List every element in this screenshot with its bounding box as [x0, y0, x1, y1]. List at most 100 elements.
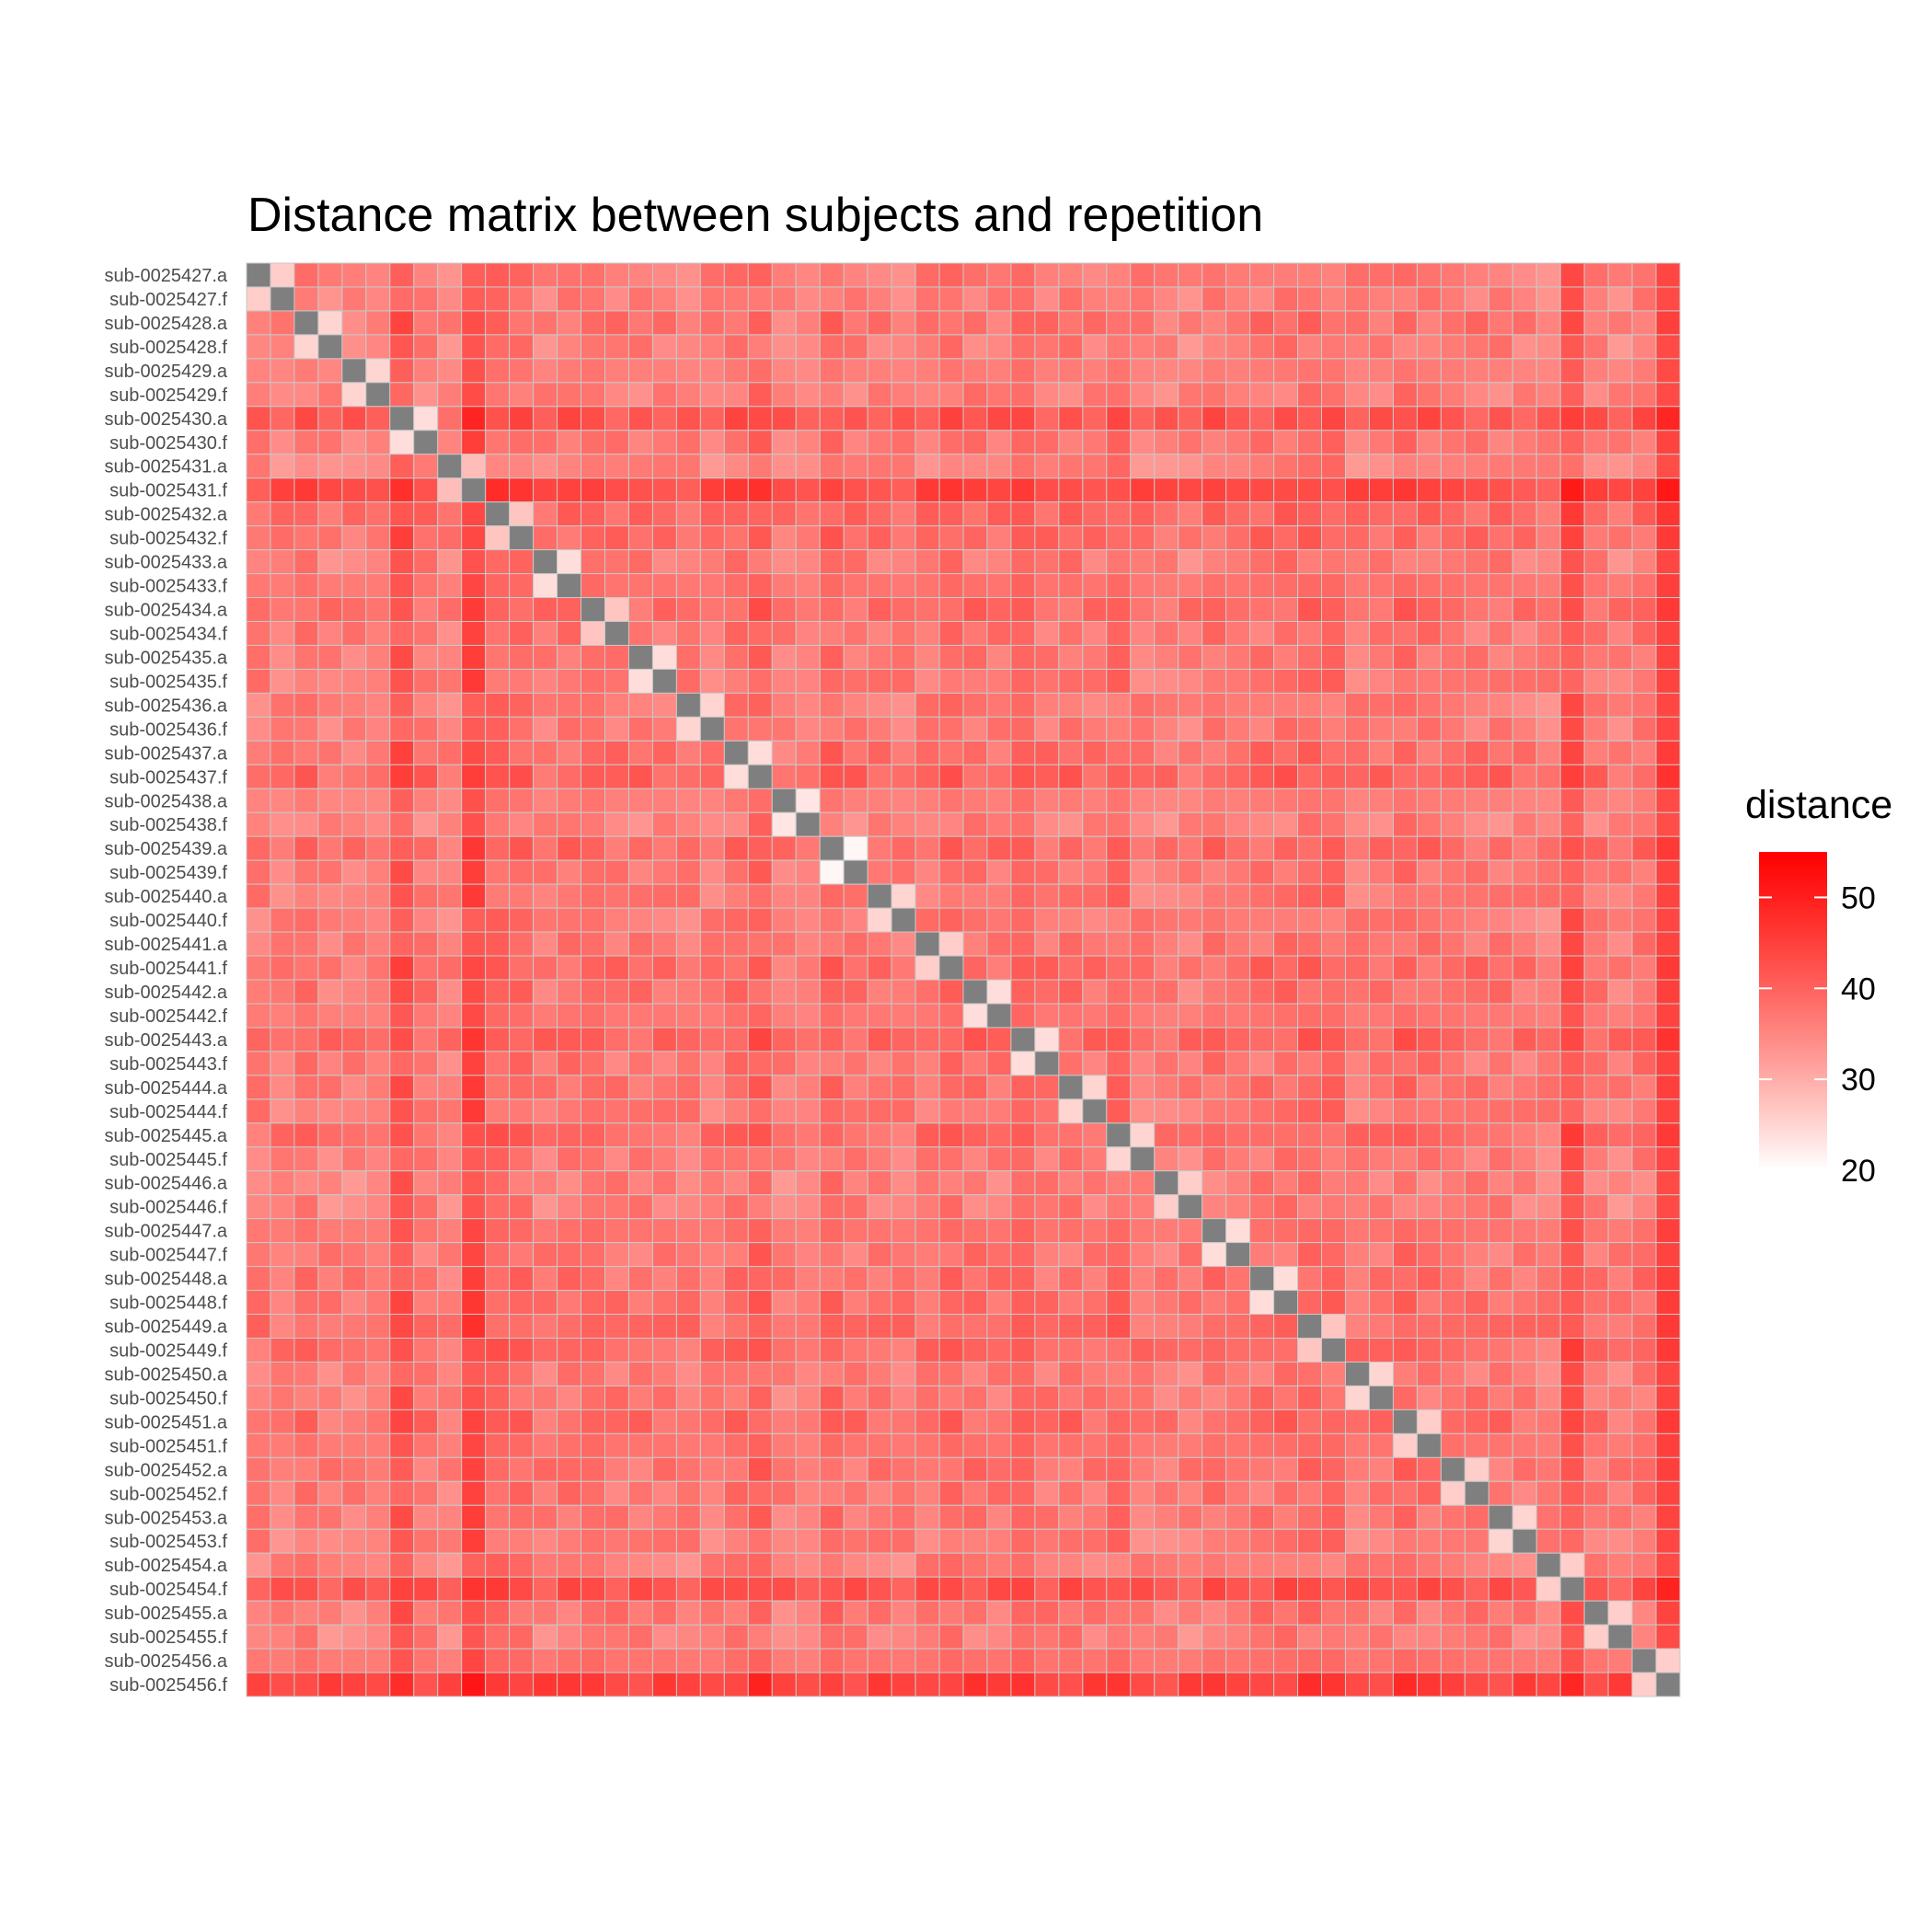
heatmap-cell: [1082, 382, 1108, 408]
heatmap-cell: [1202, 859, 1227, 885]
heatmap-cell: [1655, 764, 1681, 789]
row-label: sub-0025431.a: [105, 457, 228, 477]
heatmap-cell: [533, 644, 558, 670]
heatmap-cell: [1512, 1528, 1537, 1554]
heatmap-cell: [1249, 334, 1275, 360]
heatmap-cell: [557, 835, 582, 861]
heatmap-cell: [1082, 1600, 1108, 1626]
heatmap-cell: [1010, 525, 1036, 551]
heatmap-cell: [246, 1098, 271, 1124]
heatmap-cell: [843, 1576, 868, 1602]
heatmap-cell: [627, 454, 653, 479]
heatmap-cell: [365, 1385, 391, 1410]
heatmap-cell: [1344, 406, 1370, 431]
heatmap-cell: [1559, 1266, 1585, 1292]
heatmap-cell: [1225, 883, 1251, 909]
heatmap-cell: [1130, 1170, 1156, 1196]
heatmap-cell: [795, 788, 821, 813]
heatmap-cell: [1488, 1528, 1513, 1554]
heatmap-cell: [1010, 310, 1036, 336]
heatmap-cell: [389, 1432, 415, 1458]
heatmap-cell: [962, 1290, 988, 1316]
heatmap-cell: [1297, 788, 1323, 813]
heatmap-cell: [723, 1338, 749, 1363]
heatmap-cell: [914, 1432, 940, 1458]
heatmap-cell: [533, 931, 558, 957]
heatmap-cell: [795, 1600, 821, 1626]
heatmap-cell: [581, 883, 606, 909]
heatmap-cell: [723, 454, 749, 479]
heatmap-cell: [557, 1122, 582, 1148]
heatmap-cell: [1392, 835, 1418, 861]
heatmap-cell: [413, 644, 439, 670]
heatmap-cell: [651, 764, 677, 789]
heatmap-cell: [1249, 1122, 1275, 1148]
heatmap-cell: [1273, 621, 1299, 646]
row-label: sub-0025445.a: [105, 1126, 228, 1146]
heatmap-cell: [1392, 310, 1418, 336]
heatmap-cell: [1344, 1146, 1370, 1172]
heatmap-cell: [675, 310, 701, 336]
heatmap-cell: [1344, 1218, 1370, 1244]
heatmap-cell: [1178, 907, 1203, 933]
heatmap-cell: [389, 1385, 415, 1410]
heatmap-cell: [293, 859, 319, 885]
heatmap-cell: [485, 788, 511, 813]
heatmap-cell: [723, 1242, 749, 1268]
heatmap-cell: [723, 406, 749, 431]
heatmap-cell: [1034, 1003, 1060, 1029]
heatmap-cell: [1655, 477, 1681, 503]
heatmap-cell: [843, 1624, 868, 1650]
heatmap-cell: [557, 1075, 582, 1100]
heatmap-cell: [1440, 1218, 1466, 1244]
heatmap-cell: [771, 1409, 797, 1434]
heatmap-cell: [1583, 668, 1609, 694]
heatmap-cell: [1154, 883, 1179, 909]
heatmap-cell: [461, 1290, 487, 1316]
heatmap-cell: [246, 955, 271, 981]
heatmap-cell: [1225, 1624, 1251, 1650]
heatmap-cell: [1106, 1600, 1132, 1626]
heatmap-cell: [986, 621, 1012, 646]
heatmap-cell: [1464, 430, 1489, 455]
heatmap-cell: [604, 1385, 629, 1410]
heatmap-cell: [771, 644, 797, 670]
heatmap-cell: [1607, 1552, 1633, 1578]
heatmap-cell: [365, 1194, 391, 1220]
heatmap-cell: [1488, 1122, 1513, 1148]
heatmap-cell: [341, 931, 367, 957]
heatmap-cell: [1058, 310, 1084, 336]
heatmap-cell: [747, 454, 773, 479]
heatmap-cell: [867, 788, 892, 813]
heatmap-cell: [1583, 621, 1609, 646]
heatmap-cell: [604, 1075, 629, 1100]
heatmap-cell: [1583, 1170, 1609, 1196]
heatmap-cell: [771, 1242, 797, 1268]
heatmap-cell: [1392, 859, 1418, 885]
heatmap-cell: [413, 262, 439, 288]
heatmap-cell: [1082, 716, 1108, 742]
heatmap-cell: [795, 310, 821, 336]
heatmap-cell: [1464, 1098, 1489, 1124]
heatmap-cell: [341, 1600, 367, 1626]
heatmap-cell: [485, 859, 511, 885]
heatmap-cell: [1249, 1290, 1275, 1316]
row-label: sub-0025429.f: [109, 385, 227, 406]
heatmap-cell: [437, 262, 463, 288]
heatmap-cell: [1130, 262, 1156, 288]
heatmap-cell: [1058, 1075, 1084, 1100]
heatmap-cell: [293, 1194, 319, 1220]
heatmap-cell: [1416, 1027, 1442, 1052]
heatmap-cell: [771, 262, 797, 288]
heatmap-cell: [1154, 1409, 1179, 1434]
heatmap-cell: [867, 1385, 892, 1410]
heatmap-cell: [1655, 1432, 1681, 1458]
heatmap-cell: [1655, 811, 1681, 837]
heatmap-cell: [891, 549, 916, 575]
heatmap-cell: [1607, 1027, 1633, 1052]
heatmap-cell: [604, 1003, 629, 1029]
heatmap-cell: [1440, 597, 1466, 623]
heatmap-cell: [1416, 716, 1442, 742]
heatmap-cell: [747, 1672, 773, 1697]
heatmap-cell: [1297, 931, 1323, 957]
